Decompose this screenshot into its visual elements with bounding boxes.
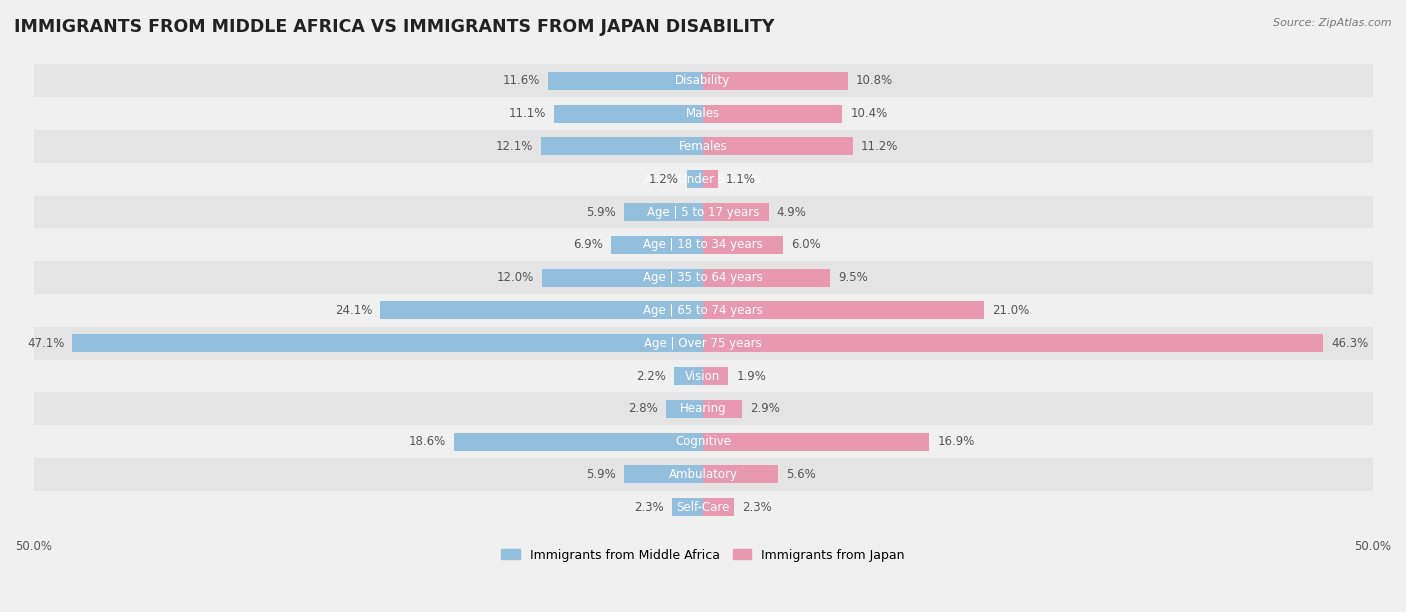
Text: 5.6%: 5.6% xyxy=(786,468,815,481)
Text: 12.0%: 12.0% xyxy=(498,271,534,284)
Text: Age | Over 75 years: Age | Over 75 years xyxy=(644,337,762,349)
Text: Age | 18 to 34 years: Age | 18 to 34 years xyxy=(643,238,763,252)
Text: Vision: Vision xyxy=(685,370,721,382)
Text: 4.9%: 4.9% xyxy=(776,206,807,218)
Text: 46.3%: 46.3% xyxy=(1331,337,1368,349)
Text: 6.9%: 6.9% xyxy=(572,238,603,252)
Text: 2.3%: 2.3% xyxy=(742,501,772,514)
Bar xyxy=(34,228,1372,261)
Bar xyxy=(703,236,783,254)
Bar xyxy=(34,261,1372,294)
Text: Disability: Disability xyxy=(675,74,731,88)
Bar xyxy=(703,400,742,418)
Bar xyxy=(703,334,1323,353)
Bar xyxy=(703,170,717,188)
Bar xyxy=(688,170,703,188)
Text: 10.4%: 10.4% xyxy=(851,107,887,120)
Bar xyxy=(34,327,1372,360)
Bar xyxy=(34,130,1372,163)
Bar xyxy=(703,269,830,286)
Text: 16.9%: 16.9% xyxy=(938,435,974,448)
Text: 47.1%: 47.1% xyxy=(27,337,65,349)
Bar xyxy=(673,367,703,385)
Bar xyxy=(34,360,1372,392)
Bar xyxy=(72,334,703,353)
Text: Ambulatory: Ambulatory xyxy=(668,468,738,481)
Text: 5.9%: 5.9% xyxy=(586,206,616,218)
Bar xyxy=(703,433,929,450)
Bar xyxy=(703,72,848,90)
Bar xyxy=(703,302,984,319)
Bar xyxy=(34,163,1372,196)
Bar xyxy=(541,137,703,155)
Bar xyxy=(703,105,842,122)
Text: Hearing: Hearing xyxy=(679,402,727,416)
Legend: Immigrants from Middle Africa, Immigrants from Japan: Immigrants from Middle Africa, Immigrant… xyxy=(496,543,910,567)
Text: 2.8%: 2.8% xyxy=(627,402,658,416)
Text: 6.0%: 6.0% xyxy=(792,238,821,252)
Bar xyxy=(554,105,703,122)
Text: 5.9%: 5.9% xyxy=(586,468,616,481)
Text: 1.1%: 1.1% xyxy=(725,173,755,185)
Bar xyxy=(34,64,1372,97)
Text: 18.6%: 18.6% xyxy=(409,435,446,448)
Bar xyxy=(34,196,1372,228)
Bar xyxy=(34,458,1372,491)
Text: 2.9%: 2.9% xyxy=(749,402,780,416)
Bar xyxy=(34,491,1372,524)
Bar xyxy=(610,236,703,254)
Text: IMMIGRANTS FROM MIDDLE AFRICA VS IMMIGRANTS FROM JAPAN DISABILITY: IMMIGRANTS FROM MIDDLE AFRICA VS IMMIGRA… xyxy=(14,18,775,36)
Bar xyxy=(34,392,1372,425)
Text: 9.5%: 9.5% xyxy=(838,271,868,284)
Text: Females: Females xyxy=(679,140,727,153)
Bar xyxy=(34,97,1372,130)
Text: 11.2%: 11.2% xyxy=(860,140,898,153)
Text: Males: Males xyxy=(686,107,720,120)
Text: 11.1%: 11.1% xyxy=(509,107,547,120)
Bar xyxy=(703,137,853,155)
Text: Cognitive: Cognitive xyxy=(675,435,731,448)
Text: 1.9%: 1.9% xyxy=(737,370,766,382)
Bar xyxy=(703,466,778,483)
Bar xyxy=(624,466,703,483)
Bar xyxy=(672,498,703,517)
Text: 2.3%: 2.3% xyxy=(634,501,664,514)
Bar xyxy=(703,498,734,517)
Bar xyxy=(34,425,1372,458)
Text: Self-Care: Self-Care xyxy=(676,501,730,514)
Bar xyxy=(624,203,703,221)
Bar xyxy=(454,433,703,450)
Bar xyxy=(548,72,703,90)
Bar xyxy=(703,203,769,221)
Text: Source: ZipAtlas.com: Source: ZipAtlas.com xyxy=(1274,18,1392,28)
Bar xyxy=(665,400,703,418)
Bar xyxy=(703,367,728,385)
Text: Age | Under 5 years: Age | Under 5 years xyxy=(644,173,762,185)
Bar xyxy=(380,302,703,319)
Text: 2.2%: 2.2% xyxy=(636,370,665,382)
Text: Age | 5 to 17 years: Age | 5 to 17 years xyxy=(647,206,759,218)
Text: 1.2%: 1.2% xyxy=(650,173,679,185)
Text: 11.6%: 11.6% xyxy=(502,74,540,88)
Text: 24.1%: 24.1% xyxy=(335,304,373,317)
Bar xyxy=(34,294,1372,327)
Text: 10.8%: 10.8% xyxy=(856,74,893,88)
Text: Age | 35 to 64 years: Age | 35 to 64 years xyxy=(643,271,763,284)
Bar xyxy=(543,269,703,286)
Text: Age | 65 to 74 years: Age | 65 to 74 years xyxy=(643,304,763,317)
Text: 21.0%: 21.0% xyxy=(993,304,1029,317)
Text: 12.1%: 12.1% xyxy=(495,140,533,153)
